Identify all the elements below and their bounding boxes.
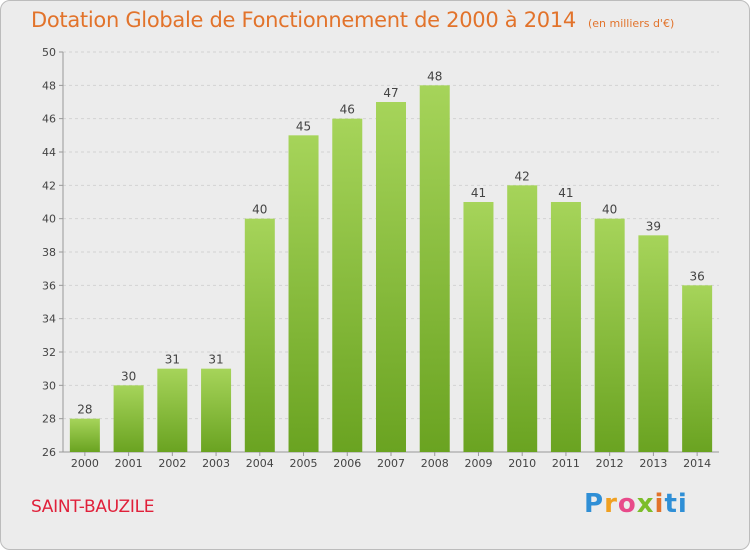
data-label: 30 (121, 369, 136, 383)
bars (69, 85, 713, 453)
x-tick-label: 2003 (202, 457, 230, 470)
y-tick-label: 28 (42, 413, 56, 426)
bar (638, 235, 669, 452)
logo-letter: P (584, 489, 605, 519)
data-label: 48 (427, 69, 442, 83)
data-label: 46 (340, 103, 355, 117)
x-tick-label: 2001 (115, 457, 143, 470)
commune-name: SAINT-BAUZILE (31, 497, 155, 517)
data-label: 39 (646, 219, 661, 233)
bar (463, 202, 494, 452)
data-label: 36 (689, 269, 704, 283)
bar (69, 418, 100, 452)
x-tick-label: 2014 (683, 457, 711, 470)
logo-letter: x (636, 489, 655, 519)
bar (419, 85, 450, 452)
logo-letter: r (604, 489, 618, 519)
data-label: 31 (165, 353, 180, 367)
y-tick-label: 40 (42, 213, 56, 226)
y-tick-label: 46 (42, 113, 56, 126)
logo-letter: i (677, 489, 688, 519)
x-tick-label: 2010 (508, 457, 536, 470)
y-tick-label: 32 (42, 346, 56, 359)
data-label: 31 (208, 353, 223, 367)
bar (507, 185, 538, 453)
data-label: 42 (515, 169, 530, 183)
x-tick-label: 2013 (639, 457, 667, 470)
x-tick-label: 2009 (464, 457, 492, 470)
data-label: 41 (558, 186, 573, 200)
data-label: 47 (383, 86, 398, 100)
y-tick-label: 36 (42, 279, 56, 292)
x-tick-label: 2002 (158, 457, 186, 470)
logo-letter: o (617, 489, 637, 519)
chart-title-text: Dotation Globale de Fonctionnement de 20… (31, 8, 576, 32)
x-tick-label: 2008 (421, 457, 449, 470)
chart-title: Dotation Globale de Fonctionnement de 20… (31, 8, 674, 32)
bar (201, 368, 232, 452)
x-tick-label: 2007 (377, 457, 405, 470)
x-tick-label: 2000 (71, 457, 99, 470)
y-tick-label: 50 (42, 46, 56, 59)
y-tick-label: 34 (42, 313, 56, 326)
labels: 26 28 30 32 34 36 38 40 42 44 46 48 50 28 2000 30 2001 31… (42, 46, 711, 470)
bar (376, 102, 406, 452)
y-tick-label: 44 (42, 146, 56, 159)
x-tick-label: 2004 (246, 457, 274, 470)
data-label: 41 (471, 186, 486, 200)
x-tick-label: 2006 (333, 457, 361, 470)
bar (550, 202, 581, 452)
bar (288, 135, 319, 453)
y-tick-label: 48 (42, 79, 56, 92)
logo-letter: t (664, 489, 678, 519)
bar (244, 218, 275, 452)
y-tick-label: 38 (42, 246, 56, 259)
bar (594, 218, 625, 452)
data-label: 28 (77, 403, 92, 417)
bar (157, 368, 188, 452)
proxiti-logo: Proxiti (584, 489, 688, 519)
x-tick-label: 2011 (552, 457, 580, 470)
y-tick-label: 30 (42, 379, 56, 392)
data-label: 45 (296, 119, 311, 133)
bar (332, 118, 363, 453)
x-tick-label: 2005 (290, 457, 318, 470)
y-tick-label: 42 (42, 179, 56, 192)
logo-letter: i (654, 489, 665, 519)
data-label: 40 (602, 203, 617, 217)
y-tick-label: 26 (42, 446, 56, 459)
bar (682, 285, 713, 452)
chart-unit: (en milliers d'€) (587, 17, 675, 30)
data-label: 40 (252, 203, 267, 217)
x-tick-label: 2012 (596, 457, 624, 470)
bar (113, 385, 144, 452)
